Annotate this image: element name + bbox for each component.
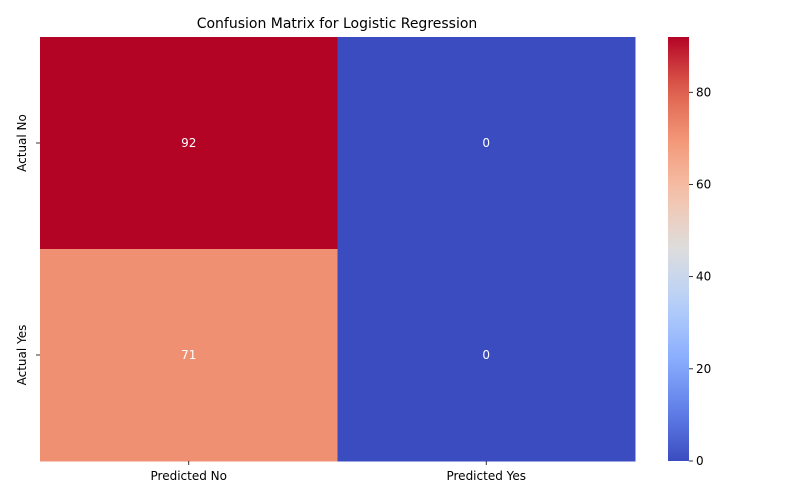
cell-value-label: 0 <box>482 136 490 150</box>
chart-title: Confusion Matrix for Logistic Regression <box>197 16 478 32</box>
y-tick-label: Actual No <box>15 114 29 172</box>
heatmap-cell-1-1 <box>337 249 636 462</box>
heatmap-cell-0-1 <box>337 37 636 250</box>
colorbar-tick-label: 20 <box>696 362 711 376</box>
x-axis-ticks: Predicted No Predicted Yes <box>151 461 526 483</box>
colorbar: 0 20 40 60 80 <box>668 37 711 468</box>
cell-value-label: 71 <box>181 348 196 362</box>
colorbar-gradient <box>668 37 689 461</box>
colorbar-tick-label: 40 <box>696 270 711 284</box>
y-tick-label: Actual Yes <box>15 325 29 386</box>
x-tick-label: Predicted Yes <box>446 469 526 483</box>
cell-annotations: 92 0 71 0 <box>181 136 490 362</box>
heatmap-cell-1-0 <box>40 249 338 462</box>
colorbar-tick-label: 0 <box>696 454 704 468</box>
cell-value-label: 0 <box>482 348 490 362</box>
colorbar-tick-label: 80 <box>696 85 711 99</box>
cell-value-label: 92 <box>181 136 196 150</box>
colorbar-tick-label: 60 <box>696 177 711 191</box>
heatmap-cell-0-0 <box>40 37 338 250</box>
x-tick-label: Predicted No <box>151 469 227 483</box>
y-axis-ticks: Actual No Actual Yes <box>15 114 40 385</box>
heatmap-cells <box>40 37 636 462</box>
